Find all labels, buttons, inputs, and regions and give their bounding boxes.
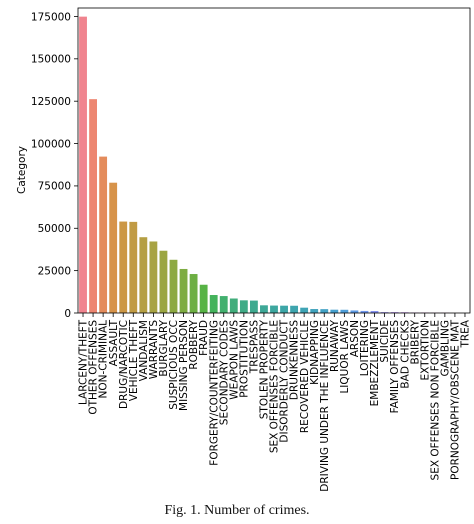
- y-tick-label-0: 0: [64, 308, 71, 320]
- y-tick-label-7: 175000: [31, 11, 71, 23]
- x-tick-label-3: ASSAULT: [108, 319, 120, 366]
- x-tick-label-32: BAD CHECKS: [399, 320, 411, 389]
- x-tick-label-4: DRUG/NARCOTIC: [118, 320, 130, 409]
- bar-8: [159, 250, 168, 313]
- x-tick-label-38: TREA: [460, 319, 472, 348]
- bar-24: [320, 309, 329, 313]
- bar-6: [139, 237, 148, 313]
- x-tick-label-14: SECONDARY CODES: [218, 320, 230, 426]
- bar-18: [260, 305, 268, 313]
- bars-group: [79, 16, 469, 313]
- bar-15: [229, 298, 238, 313]
- bar-20: [280, 305, 288, 313]
- x-tick-label-8: BURGLARY: [158, 319, 170, 376]
- bar-31: [390, 312, 399, 313]
- x-tick-label-37: PORNOGRAPHY/OBSCENE MAT: [450, 319, 462, 480]
- bar-27: [350, 310, 359, 313]
- bar-28: [360, 310, 369, 313]
- bar-11: [189, 274, 198, 313]
- bar-9: [169, 259, 178, 313]
- y-tick-label-5: 125000: [31, 96, 71, 108]
- x-tick-label-20: DISORDERLY CONDUCT: [279, 319, 291, 442]
- x-tick-label-0: LARCENY/THEFT: [78, 319, 90, 405]
- x-tick-label-19: SEX OFFENSES FORCIBLE: [269, 320, 281, 453]
- bar-14: [219, 296, 228, 313]
- bar-22: [300, 307, 309, 313]
- bar-19: [270, 305, 278, 313]
- x-tick-label-30: SUICIDE: [379, 320, 391, 363]
- x-tick-label-24: DRIVING UNDER THE INFLUENCE: [319, 320, 331, 492]
- y-tick-label-4: 100000: [31, 138, 71, 150]
- y-axis-label: Category: [16, 146, 28, 194]
- y-tick-label-2: 50000: [38, 223, 71, 235]
- bar-30: [380, 312, 389, 313]
- x-tick-label-7: WARRANTS: [148, 320, 160, 380]
- bar-23: [310, 309, 319, 313]
- x-tick-label-2: NON-CRIMINAL: [98, 320, 110, 399]
- y-tick-label-3: 75000: [38, 181, 71, 193]
- x-tick-label-35: SEX OFFENSES NON FORCIBLE: [429, 320, 441, 480]
- bar-29: [370, 311, 379, 313]
- x-tick-label-17: TRESPASS: [249, 320, 261, 375]
- x-tick-label-6: VANDALISM: [138, 320, 150, 381]
- bar-7: [149, 241, 158, 313]
- x-tick-label-18: STOLEN PROPERTY: [259, 319, 271, 419]
- bar-17: [249, 300, 258, 313]
- bar-1: [89, 99, 97, 313]
- x-tick-label-28: LOITERING: [359, 320, 371, 376]
- bar-13: [209, 295, 218, 313]
- x-tick-label-34: EXTORTION: [419, 320, 431, 380]
- bar-4: [119, 221, 128, 313]
- bar-10: [179, 268, 188, 313]
- x-tick-label-10: MISSING PERSON: [178, 320, 190, 411]
- bar-0: [79, 16, 87, 313]
- x-tick-label-29: EMBEZZLEMENT: [369, 319, 381, 406]
- bar-2: [99, 156, 108, 313]
- x-tick-label-22: RECOVERED VEHICLE: [299, 320, 311, 433]
- x-tick-label-12: FRAUD: [198, 320, 210, 356]
- bar-25: [330, 309, 339, 313]
- y-tick-label-1: 25000: [38, 265, 71, 277]
- x-tick-label-27: ARSON: [349, 320, 361, 357]
- bar-21: [290, 305, 299, 313]
- x-tick-label-26: LIQUOR LAWS: [339, 320, 351, 394]
- x-tick-label-5: VEHICLE THEFT: [128, 319, 140, 401]
- x-tick-label-15: WEAPON LAWS: [228, 320, 240, 400]
- x-tick-label-1: OTHER OFFENSES: [88, 320, 100, 415]
- bar-16: [239, 300, 248, 313]
- x-tick-label-9: SUSPICIOUS OCC: [168, 320, 180, 410]
- x-tick-label-11: ROBBERY: [188, 319, 200, 369]
- bar-5: [129, 221, 138, 313]
- x-tick-label-36: GAMBLING: [439, 320, 451, 377]
- y-tick-label-6: 150000: [31, 54, 71, 66]
- x-tick-label-33: BRIBERY: [409, 319, 421, 364]
- x-tick-label-16: PROSTITUTION: [238, 320, 250, 398]
- bar-12: [199, 284, 208, 313]
- figure-caption: Fig. 1. Number of crimes.: [164, 503, 310, 518]
- x-tick-label-23: KIDNAPPING: [309, 320, 321, 385]
- bar-3: [109, 182, 118, 313]
- y-ticks-group: 0 25000 50000 75000 100000 125000 150000 175000: [31, 11, 78, 320]
- x-tick-label-13: FORGERY/COUNTERFEITING: [208, 320, 220, 466]
- x-tick-label-21: DRUNKENNESS: [289, 320, 301, 400]
- bar-26: [340, 309, 349, 313]
- x-tick-label-25: RUNAWAY: [329, 319, 341, 372]
- x-tick-label-31: FAMILY OFFENSES: [389, 320, 401, 414]
